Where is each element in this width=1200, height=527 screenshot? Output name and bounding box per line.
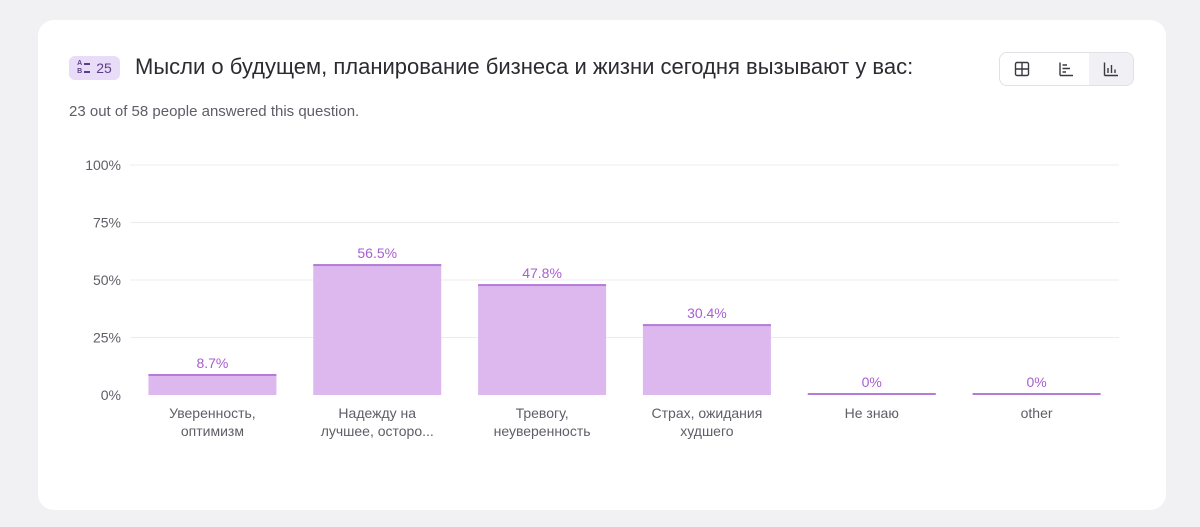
data-label: 0% bbox=[862, 374, 882, 390]
data-label: 56.5% bbox=[357, 245, 397, 261]
x-tick-label: Уверенность, bbox=[169, 405, 256, 421]
question-card: A B 25 Мысли о будущем, планирование биз… bbox=[38, 20, 1166, 510]
x-tick-label: лучшее, осторо... bbox=[321, 423, 434, 439]
x-tick-label: неуверенность bbox=[494, 423, 591, 439]
bar-chart: 0% 25% 50% 75% 100% 8.7% Уверенность, оптимизм 5… bbox=[85, 157, 1119, 439]
x-tick-label: Надежду на bbox=[338, 405, 416, 421]
bar-top-edge bbox=[148, 373, 277, 376]
x-tick-label: оптимизм bbox=[181, 423, 244, 439]
bar-top-edge bbox=[807, 393, 936, 395]
bar-top-edge bbox=[478, 284, 607, 287]
y-tick-label: 0% bbox=[101, 387, 121, 403]
data-label: 8.7% bbox=[196, 355, 228, 371]
ranking-type-icon: A B bbox=[77, 60, 91, 76]
x-tick-label: other bbox=[1021, 405, 1053, 421]
chart-view-switcher bbox=[999, 52, 1134, 86]
horizontal-bar-view-icon bbox=[1059, 62, 1074, 77]
data-label: 0% bbox=[1026, 374, 1046, 390]
x-tick-label: Тревогу, bbox=[516, 405, 569, 421]
question-title: Мысли о будущем, планирование бизнеса и … bbox=[135, 54, 914, 79]
grid-view-icon bbox=[1014, 61, 1030, 77]
horizontal-bar-view-button[interactable] bbox=[1044, 53, 1088, 85]
vertical-bar-view-icon bbox=[1103, 62, 1118, 77]
bar bbox=[478, 285, 607, 395]
data-label: 47.8% bbox=[522, 265, 562, 281]
vertical-bar-view-button[interactable] bbox=[1088, 53, 1133, 85]
question-number: 25 bbox=[96, 60, 112, 76]
question-number-badge: A B 25 bbox=[69, 56, 120, 80]
bar-top-edge bbox=[642, 324, 771, 327]
x-tick-label: Не знаю bbox=[845, 405, 899, 421]
x-tick-label: худшего bbox=[680, 423, 734, 439]
grid-view-button[interactable] bbox=[1000, 53, 1044, 85]
data-label: 30.4% bbox=[687, 305, 727, 321]
bar bbox=[642, 325, 771, 395]
bar-top-edge bbox=[313, 264, 442, 267]
y-tick-label: 50% bbox=[93, 272, 121, 288]
y-tick-label: 75% bbox=[93, 215, 121, 231]
y-tick-label: 25% bbox=[93, 330, 121, 346]
bar-top-edge bbox=[972, 393, 1101, 395]
bar bbox=[148, 374, 277, 395]
y-tick-label: 100% bbox=[85, 157, 121, 173]
bar bbox=[313, 265, 442, 395]
answered-count: 23 out of 58 people answered this questi… bbox=[69, 103, 360, 120]
x-tick-label: Страх, ожидания bbox=[652, 405, 763, 421]
